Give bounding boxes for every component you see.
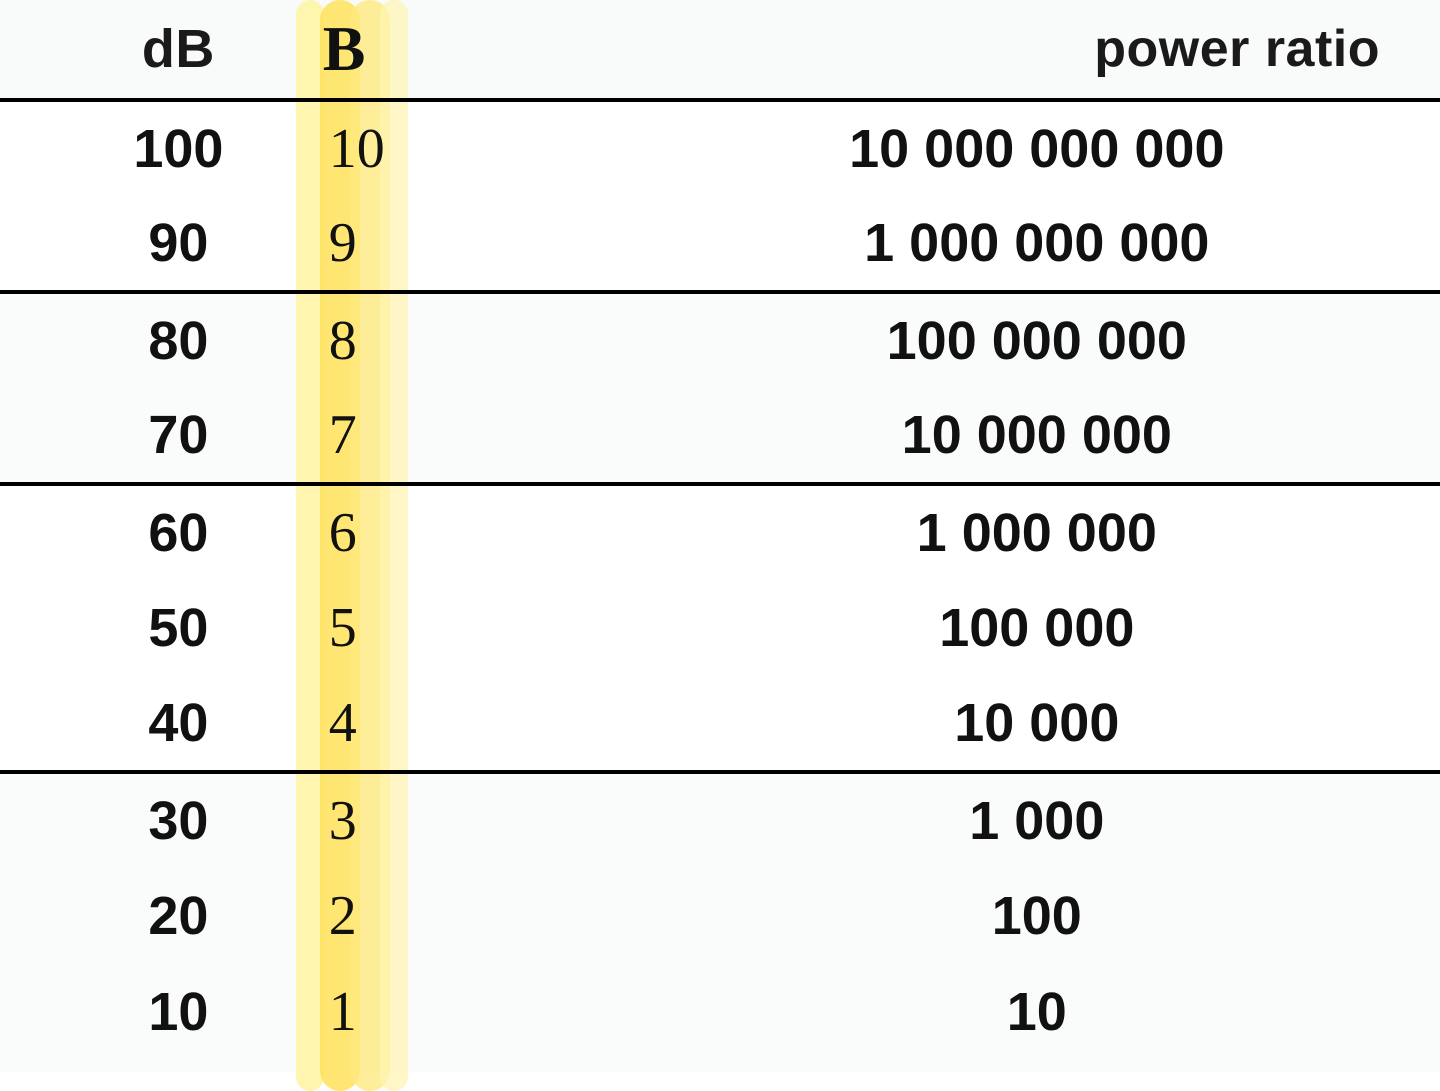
cell-b: 4 xyxy=(317,676,634,772)
col-header-db: dB xyxy=(0,0,317,100)
table-row: 80 8 100 000 000 xyxy=(0,292,1440,388)
table-row: 60 6 1 000 000 xyxy=(0,484,1440,580)
cell-power-ratio: 10 000 000 000 xyxy=(634,100,1440,196)
cell-db: 50 xyxy=(0,580,317,676)
page: dB B power ratio 100 10 10 000 000 000 9… xyxy=(0,0,1440,1091)
col-header-power-ratio: power ratio xyxy=(634,0,1440,100)
cell-db: 60 xyxy=(0,484,317,580)
cell-db: 30 xyxy=(0,772,317,868)
cell-power-ratio: 100 xyxy=(634,868,1440,964)
cell-b: 7 xyxy=(317,388,634,484)
cell-db: 80 xyxy=(0,292,317,388)
cell-b: 10 xyxy=(317,100,634,196)
cell-db: 20 xyxy=(0,868,317,964)
cell-b: 9 xyxy=(317,196,634,292)
cell-db: 40 xyxy=(0,676,317,772)
cell-power-ratio: 100 000 xyxy=(634,580,1440,676)
cell-b: 3 xyxy=(317,772,634,868)
col-header-b-label: B xyxy=(323,13,366,84)
cell-db: 10 xyxy=(0,964,317,1060)
cell-b: 2 xyxy=(317,868,634,964)
table-row: 40 4 10 000 xyxy=(0,676,1440,772)
cell-db: 100 xyxy=(0,100,317,196)
cell-b: 1 xyxy=(317,964,634,1060)
decibel-table: dB B power ratio 100 10 10 000 000 000 9… xyxy=(0,0,1440,1060)
cell-power-ratio: 1 000 000 xyxy=(634,484,1440,580)
table-row: 10 1 10 xyxy=(0,964,1440,1060)
table-row: 30 3 1 000 xyxy=(0,772,1440,868)
cell-power-ratio: 10 000 000 xyxy=(634,388,1440,484)
cell-b: 8 xyxy=(317,292,634,388)
cell-db: 70 xyxy=(0,388,317,484)
cell-db: 90 xyxy=(0,196,317,292)
cell-b: 5 xyxy=(317,580,634,676)
table-row: 100 10 10 000 000 000 xyxy=(0,100,1440,196)
cell-power-ratio: 1 000 000 000 xyxy=(634,196,1440,292)
table-header-row: dB B power ratio xyxy=(0,0,1440,100)
cell-power-ratio: 100 000 000 xyxy=(634,292,1440,388)
cell-power-ratio: 1 000 xyxy=(634,772,1440,868)
cell-power-ratio: 10 000 xyxy=(634,676,1440,772)
cell-b: 6 xyxy=(317,484,634,580)
col-header-b: B xyxy=(317,0,634,100)
table-row: 70 7 10 000 000 xyxy=(0,388,1440,484)
table-row: 90 9 1 000 000 000 xyxy=(0,196,1440,292)
table-row: 20 2 100 xyxy=(0,868,1440,964)
table-row: 50 5 100 000 xyxy=(0,580,1440,676)
cell-power-ratio: 10 xyxy=(634,964,1440,1060)
